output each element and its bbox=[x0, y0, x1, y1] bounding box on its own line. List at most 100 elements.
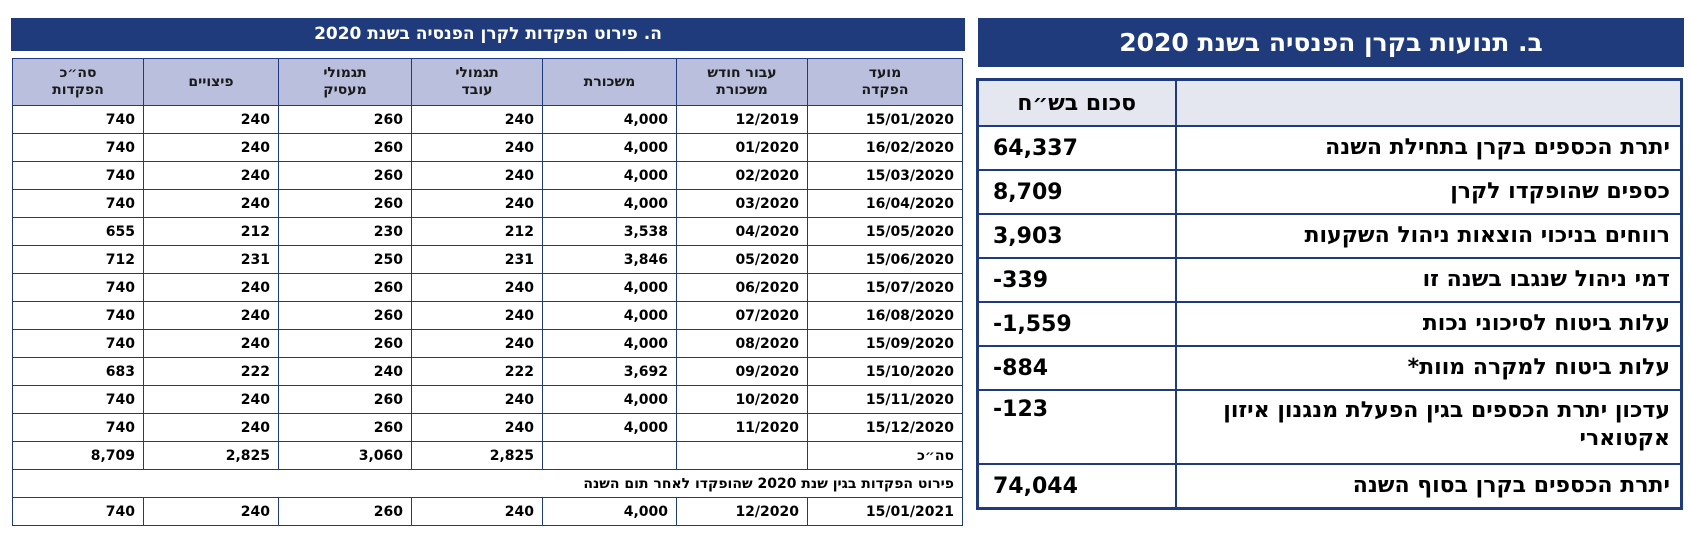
table-cell bbox=[542, 441, 677, 470]
table-cell: 240 bbox=[143, 329, 279, 358]
table-cell: 4,000 bbox=[542, 105, 677, 134]
table-cell: 260 bbox=[278, 329, 412, 358]
table-cell: 231 bbox=[411, 245, 543, 274]
table-cell: 15/01/2020 bbox=[807, 105, 963, 134]
table-cell: 03/2020 bbox=[676, 189, 808, 218]
table-cell: 240 bbox=[143, 161, 279, 190]
table-cell: 240 bbox=[143, 497, 279, 526]
row-label: כספים שהופקדו לקרן bbox=[1174, 169, 1683, 215]
table-cell: 240 bbox=[411, 413, 543, 442]
table-cell: 240 bbox=[411, 273, 543, 302]
table-cell: 240 bbox=[143, 413, 279, 442]
table-cell: 240 bbox=[143, 385, 279, 414]
table-cell: 260 bbox=[278, 413, 412, 442]
table-cell: 260 bbox=[278, 105, 412, 134]
table-cell: 240 bbox=[411, 105, 543, 134]
table-cell: 240 bbox=[411, 189, 543, 218]
table-cell: 15/07/2020 bbox=[807, 273, 963, 302]
table-cell: 240 bbox=[143, 133, 279, 162]
note-row: פירוט הפקדות בגין שנת 2020 שהופקדו לאחר … bbox=[12, 469, 963, 498]
total-row: סה״כ 2,825 3,060 2,825 8,709 bbox=[12, 441, 963, 470]
table-row: יתרת הכספים בקרן בתחילת השנה 64,337 bbox=[976, 125, 1683, 171]
table-row: 15/01/2020 12/2019 4,000 240 260 240 740 bbox=[12, 105, 963, 134]
table-cell: 240 bbox=[278, 357, 412, 386]
column-header: תגמולי עובד bbox=[411, 58, 543, 106]
table-cell: 230 bbox=[278, 217, 412, 246]
table-body: יתרת הכספים בקרן בתחילת השנה 64,337 כספים … bbox=[976, 125, 1683, 510]
table-row: 15/06/2020 05/2020 3,846 231 250 231 712 bbox=[12, 245, 963, 274]
header-cell: סכום בש״ח bbox=[976, 78, 1177, 127]
table-cell: 260 bbox=[278, 385, 412, 414]
table-row: 16/04/2020 03/2020 4,000 240 260 240 740 bbox=[12, 189, 963, 218]
table-cell: 3,692 bbox=[542, 357, 677, 386]
header-row: מועד הפקדה עבור חודש משכורת משכורת תגמולי ע… bbox=[12, 58, 963, 106]
table-cell: 740 bbox=[12, 105, 144, 134]
table-cell: 4,000 bbox=[542, 301, 677, 330]
total-cell: 2,825 bbox=[143, 441, 279, 470]
table-cell: 15/03/2020 bbox=[807, 161, 963, 190]
table-row: דמי ניהול שנגבו בשנה זו -339 bbox=[976, 257, 1683, 303]
row-label: עדכון יתרת הכספים בגין הפעלת מנגנון איזו… bbox=[1174, 389, 1683, 465]
movements-title: ב. תנועות בקרן הפנסיה בשנת 2020 bbox=[978, 18, 1684, 67]
table-row: כספים שהופקדו לקרן 8,709 bbox=[976, 169, 1683, 215]
table-cell: 02/2020 bbox=[676, 161, 808, 190]
table-cell: 07/2020 bbox=[676, 301, 808, 330]
table-cell: 4,000 bbox=[542, 273, 677, 302]
table-row: 15/12/2020 11/2020 4,000 240 260 240 740 bbox=[12, 413, 963, 442]
table-cell: 04/2020 bbox=[676, 217, 808, 246]
table-row: 15/07/2020 06/2020 4,000 240 260 240 740 bbox=[12, 273, 963, 302]
table-cell: 240 bbox=[143, 105, 279, 134]
table-cell: 240 bbox=[411, 133, 543, 162]
column-header: משכורת bbox=[542, 58, 677, 106]
row-label: רווחים בניכוי הוצאות ניהול השקעות bbox=[1174, 213, 1683, 259]
table-row: 15/05/2020 04/2020 3,538 212 230 212 655 bbox=[12, 217, 963, 246]
table-cell: 655 bbox=[12, 217, 144, 246]
deposits-panel: ה. פירוט הפקדות לקרן הפנסיה בשנת 2020 מו… bbox=[11, 18, 965, 526]
table-row: עדכון יתרת הכספים בגין הפעלת מנגנון איזו… bbox=[976, 389, 1683, 465]
table-cell: 10/2020 bbox=[676, 385, 808, 414]
table-row: עלות ביטוח לסיכוני נכות -1,559 bbox=[976, 301, 1683, 347]
table-cell: 231 bbox=[143, 245, 279, 274]
table-body: 15/01/2020 12/2019 4,000 240 260 240 740 16/02/… bbox=[12, 105, 963, 526]
row-amount: 74,044 bbox=[976, 463, 1177, 510]
table-cell: 09/2020 bbox=[676, 357, 808, 386]
table-cell: 4,000 bbox=[542, 329, 677, 358]
row-label: יתרת הכספים בקרן בסוף השנה bbox=[1174, 463, 1683, 510]
table-cell: 16/04/2020 bbox=[807, 189, 963, 218]
total-label: סה״כ bbox=[807, 441, 963, 470]
column-header: סה״כ הפקדות bbox=[12, 58, 144, 106]
note-cell: פירוט הפקדות בגין שנת 2020 שהופקדו לאחר … bbox=[12, 469, 963, 498]
table-cell: 4,000 bbox=[542, 385, 677, 414]
table-cell: 250 bbox=[278, 245, 412, 274]
column-header: תגמולי מעסיק bbox=[278, 58, 412, 106]
table-cell: 260 bbox=[278, 133, 412, 162]
row-amount: -884 bbox=[976, 345, 1177, 391]
row-amount: 3,903 bbox=[976, 213, 1177, 259]
table-cell: 212 bbox=[143, 217, 279, 246]
table-cell: 15/11/2020 bbox=[807, 385, 963, 414]
table-cell: 740 bbox=[12, 133, 144, 162]
table-cell: 740 bbox=[12, 385, 144, 414]
table-cell: 240 bbox=[411, 497, 543, 526]
table-cell: 15/06/2020 bbox=[807, 245, 963, 274]
table-cell: 240 bbox=[143, 301, 279, 330]
row-label: דמי ניהול שנגבו בשנה זו bbox=[1174, 257, 1683, 303]
table-cell: 11/2020 bbox=[676, 413, 808, 442]
movements-panel: ב. תנועות בקרן הפנסיה בשנת 2020 סכום בש״… bbox=[976, 18, 1684, 510]
table-cell: 222 bbox=[143, 357, 279, 386]
table-cell: 240 bbox=[411, 329, 543, 358]
table-cell: 06/2020 bbox=[676, 273, 808, 302]
table-cell: 260 bbox=[278, 189, 412, 218]
row-label: עלות ביטוח לסיכוני נכות bbox=[1174, 301, 1683, 347]
table-cell: 4,000 bbox=[542, 413, 677, 442]
table-cell: 683 bbox=[12, 357, 144, 386]
table-row: רווחים בניכוי הוצאות ניהול השקעות 3,903 bbox=[976, 213, 1683, 259]
table-cell: 15/01/2021 bbox=[807, 497, 963, 526]
table-cell: 3,538 bbox=[542, 217, 677, 246]
table-row: 15/01/2021 12/2020 4,000 240 260 240 740 bbox=[12, 497, 963, 526]
row-label: עלות ביטוח למקרה מוות* bbox=[1174, 345, 1683, 391]
table-row: 15/11/2020 10/2020 4,000 240 260 240 740 bbox=[12, 385, 963, 414]
table-cell: 4,000 bbox=[542, 133, 677, 162]
